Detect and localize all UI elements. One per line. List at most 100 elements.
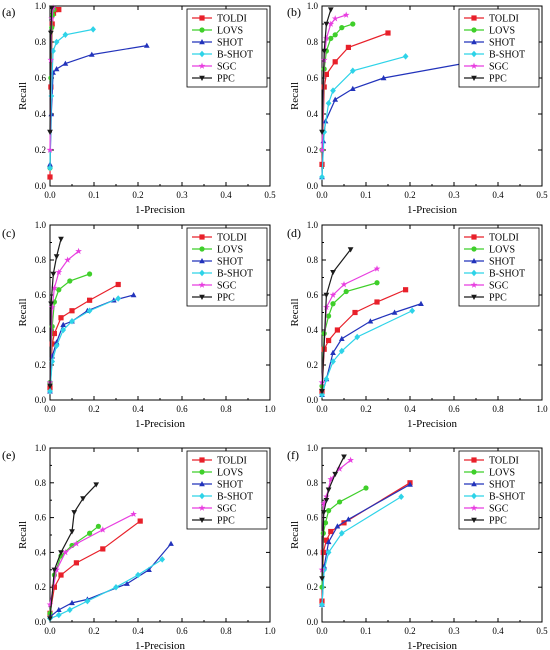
x-tick-label: 0.0 [316, 190, 328, 200]
data-point [329, 291, 337, 298]
data-point [53, 254, 60, 260]
data-point [51, 284, 58, 291]
y-axis-title: Recall [17, 82, 29, 110]
data-point [88, 51, 95, 57]
data-point [332, 471, 339, 478]
legend-box [186, 450, 268, 530]
y-tick-label: 0.2 [307, 582, 318, 592]
y-tick-label: 0.0 [307, 395, 319, 405]
data-point [130, 292, 137, 298]
legend-label: B-SHOT [489, 269, 525, 280]
data-point [345, 44, 351, 50]
data-point [48, 303, 56, 311]
data-point [340, 280, 348, 288]
data-point [86, 307, 93, 314]
data-point [323, 497, 330, 504]
data-point [338, 347, 345, 355]
data-point [55, 606, 62, 613]
legend-marker [199, 517, 205, 523]
legend-label: LOVS [217, 26, 243, 37]
y-tick-label: 0.4 [307, 547, 319, 557]
legend-label: SGC [217, 504, 237, 515]
y-tick-label: 0.6 [35, 73, 47, 83]
data-point [332, 96, 339, 102]
legend-marker [198, 62, 206, 69]
data-point [402, 53, 409, 60]
chart-panel-3: (c) 0.0 0.2 0.4 0.6 0.8 1.0 0.0 0.2 0.4 0.6 0.8 1.0 1… [2, 220, 276, 430]
data-point [47, 129, 53, 135]
legend-label: PPC [217, 516, 235, 527]
data-point [48, 92, 55, 100]
data-point [115, 295, 122, 302]
x-axis-title: 1-Precision [135, 640, 186, 650]
data-point [327, 7, 334, 13]
y-tick-label: 0.6 [35, 513, 47, 523]
series-ppc [47, 482, 100, 622]
data-point [349, 85, 356, 92]
legend-marker [471, 517, 477, 523]
y-tick-label: 0.8 [307, 37, 319, 47]
data-point [53, 566, 60, 573]
y-tick-label: 1.0 [307, 220, 319, 230]
panel-label: (a) [2, 5, 15, 19]
legend-label: SGC [489, 281, 509, 292]
data-point [328, 35, 334, 42]
data-point [51, 567, 58, 573]
panel-label: (d) [287, 226, 301, 240]
x-axis-title: 1-Precision [135, 204, 186, 216]
data-point [354, 333, 361, 341]
data-point [321, 566, 328, 574]
x-tick-label: 0.0 [316, 626, 328, 636]
data-point [321, 128, 328, 136]
legend-marker [198, 281, 206, 288]
y-tick-label: 0.6 [35, 290, 47, 300]
data-point [49, 341, 55, 347]
data-point [391, 309, 398, 315]
legend-label: SHOT [489, 480, 515, 491]
x-tick-label: 0.5 [264, 190, 276, 200]
x-axis-title: 1-Precision [407, 640, 458, 650]
data-point [347, 456, 354, 464]
data-point [47, 164, 53, 172]
data-point [319, 173, 325, 181]
data-point [337, 499, 343, 505]
data-point [95, 523, 101, 529]
data-point [323, 21, 330, 27]
data-point [418, 300, 424, 306]
legend-marker [199, 294, 205, 300]
data-point [50, 271, 57, 277]
legend-label: SHOT [217, 257, 243, 268]
data-point [327, 20, 335, 27]
legend-label: TOLDI [217, 233, 247, 244]
data-point [323, 71, 329, 77]
data-point [58, 550, 64, 556]
data-point [99, 526, 107, 533]
y-axis-title: Recall [289, 298, 301, 326]
data-point [323, 292, 330, 298]
data-point [407, 481, 413, 487]
data-point [62, 60, 69, 66]
y-axis-title: Recall [289, 521, 301, 549]
y-axis-title: Recall [17, 521, 29, 549]
data-point [334, 327, 340, 333]
series-shot [319, 300, 424, 397]
data-point [323, 493, 330, 500]
data-point [339, 25, 345, 31]
data-point [323, 537, 329, 543]
y-tick-label: 1.0 [35, 443, 47, 453]
series-line [321, 487, 367, 588]
x-tick-label: 0.8 [220, 404, 232, 414]
legend-marker [198, 504, 206, 511]
series-ppc [319, 7, 334, 135]
data-point [319, 129, 325, 135]
data-point [319, 391, 325, 398]
legend-label: TOLDI [217, 14, 247, 25]
legend-marker [470, 504, 478, 511]
y-tick-label: 0.0 [35, 617, 47, 627]
data-point [336, 465, 343, 472]
data-point [47, 388, 53, 395]
